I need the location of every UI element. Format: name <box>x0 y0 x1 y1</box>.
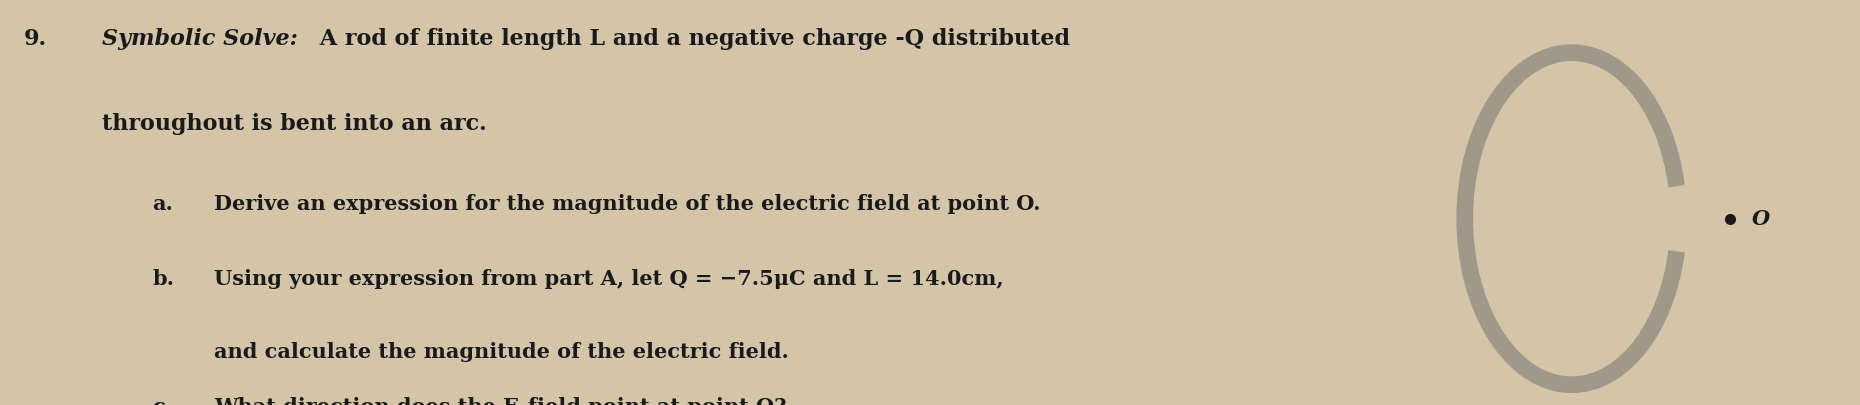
Text: A rod of finite length L and a negative charge -Q distributed: A rod of finite length L and a negative … <box>312 28 1071 50</box>
Text: What direction does the E-field point at point O?: What direction does the E-field point at… <box>214 397 787 405</box>
Text: throughout is bent into an arc.: throughout is bent into an arc. <box>102 113 487 135</box>
Text: O: O <box>1752 209 1771 229</box>
Text: a.: a. <box>153 194 173 214</box>
Text: b.: b. <box>153 269 175 289</box>
Text: c.: c. <box>153 397 173 405</box>
Text: and calculate the magnitude of the electric field.: and calculate the magnitude of the elect… <box>214 342 789 362</box>
Text: Using your expression from part A, let Q = −7.5μC and L = 14.0cm,: Using your expression from part A, let Q… <box>214 269 1004 289</box>
Text: 9.: 9. <box>24 28 46 50</box>
Text: Derive an expression for the magnitude of the electric field at point O.: Derive an expression for the magnitude o… <box>214 194 1040 214</box>
Text: Symbolic Solve:: Symbolic Solve: <box>102 28 298 50</box>
